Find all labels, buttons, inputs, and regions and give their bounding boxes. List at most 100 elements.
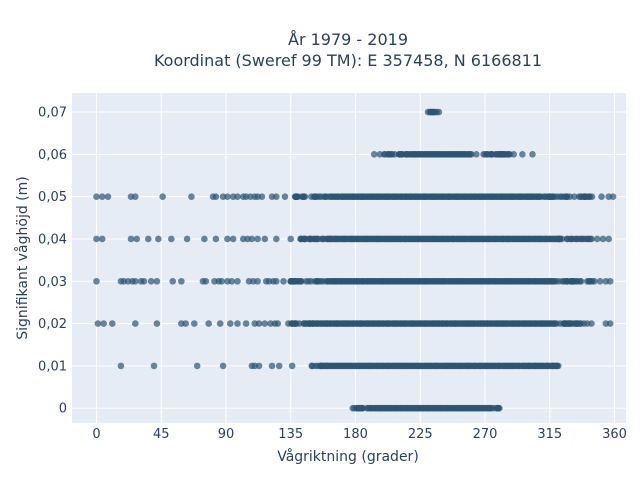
- data-point: [500, 151, 508, 158]
- data-point: [311, 193, 319, 200]
- data-point: [268, 362, 276, 370]
- x-tick-label: 135: [278, 427, 303, 442]
- data-point: [93, 277, 100, 285]
- data-point: [564, 277, 571, 285]
- data-point: [480, 151, 487, 158]
- data-point: [167, 235, 175, 243]
- data-point: [563, 320, 570, 327]
- tick-labels: 0 45 90 135 180 225 270 315 360 0 0,01 0,02 0,03 0,04…: [38, 106, 627, 442]
- data-point: [363, 404, 371, 412]
- data-point: [212, 193, 220, 200]
- data-point: [228, 277, 236, 285]
- data-point: [473, 151, 480, 158]
- data-point: [291, 193, 299, 200]
- data-point: [273, 235, 280, 243]
- data-point: [300, 320, 307, 327]
- data-point: [93, 193, 100, 200]
- data-point: [178, 277, 185, 285]
- data-point: [188, 193, 195, 200]
- data-point: [591, 277, 598, 285]
- data-point: [287, 235, 295, 243]
- data-point: [224, 193, 231, 200]
- data-point: [297, 277, 304, 285]
- data-point: [331, 193, 339, 200]
- x-tick-label: 270: [473, 427, 498, 442]
- x-tick-label: 0: [92, 427, 100, 442]
- y-tick-label: 0,04: [38, 232, 67, 247]
- x-tick-label: 45: [153, 427, 170, 442]
- data-point: [566, 193, 574, 200]
- data-point: [306, 320, 314, 327]
- x-tick-label: 90: [218, 427, 235, 442]
- data-point: [153, 320, 161, 327]
- data-point: [606, 320, 614, 327]
- data-point: [93, 235, 100, 243]
- data-point: [426, 108, 434, 116]
- data-point: [261, 235, 269, 243]
- data-point: [322, 193, 330, 200]
- data-point: [258, 193, 266, 200]
- data-point: [468, 151, 475, 158]
- data-point: [94, 320, 102, 327]
- data-point: [493, 151, 500, 158]
- data-point: [388, 151, 395, 158]
- data-point: [182, 320, 189, 327]
- data-point: [381, 151, 389, 158]
- data-point: [317, 193, 325, 200]
- data-point: [155, 235, 162, 243]
- data-point: [370, 151, 378, 158]
- x-tick-label: 360: [602, 427, 627, 442]
- data-point: [273, 193, 280, 200]
- data-point: [254, 277, 261, 285]
- data-point: [140, 277, 148, 285]
- data-point: [593, 235, 601, 243]
- data-point: [557, 320, 564, 327]
- data-point: [100, 320, 107, 327]
- data-point: [291, 277, 299, 285]
- data-point: [212, 235, 220, 243]
- data-point: [281, 193, 289, 200]
- data-point: [575, 193, 583, 200]
- data-point: [191, 320, 198, 327]
- y-tick-label: 0,03: [38, 275, 67, 290]
- data-point: [301, 235, 309, 243]
- data-point: [288, 362, 296, 370]
- y-tick-label: 0: [59, 402, 67, 417]
- data-point: [153, 277, 161, 285]
- data-point: [609, 193, 617, 200]
- data-point: [216, 320, 224, 327]
- data-point: [193, 362, 201, 370]
- data-point: [314, 362, 322, 370]
- data-point: [494, 404, 502, 412]
- y-tick-label: 0,07: [38, 106, 67, 121]
- data-points: [93, 108, 617, 412]
- data-point: [98, 235, 106, 243]
- x-tick-label: 180: [343, 427, 368, 442]
- data-point: [519, 151, 526, 158]
- data-point: [98, 193, 106, 200]
- data-point: [205, 320, 212, 327]
- data-point: [275, 362, 283, 370]
- data-point: [273, 277, 280, 285]
- data-point: [254, 235, 261, 243]
- y-axis-title: Signifikant våghöjd (m): [14, 176, 31, 339]
- data-point: [144, 235, 152, 243]
- data-point: [326, 235, 333, 243]
- x-tick-label: 225: [408, 427, 433, 442]
- data-point: [159, 193, 166, 200]
- data-point: [108, 320, 116, 327]
- data-point: [127, 235, 135, 243]
- data-point: [556, 235, 563, 243]
- data-point: [599, 235, 607, 243]
- data-point: [242, 320, 250, 327]
- data-point: [305, 277, 312, 285]
- data-point: [532, 362, 539, 370]
- data-point: [234, 193, 241, 200]
- y-tick-label: 0,05: [38, 190, 67, 205]
- data-point: [553, 362, 561, 370]
- data-point: [255, 320, 263, 327]
- data-point: [435, 108, 443, 116]
- data-point: [605, 235, 613, 243]
